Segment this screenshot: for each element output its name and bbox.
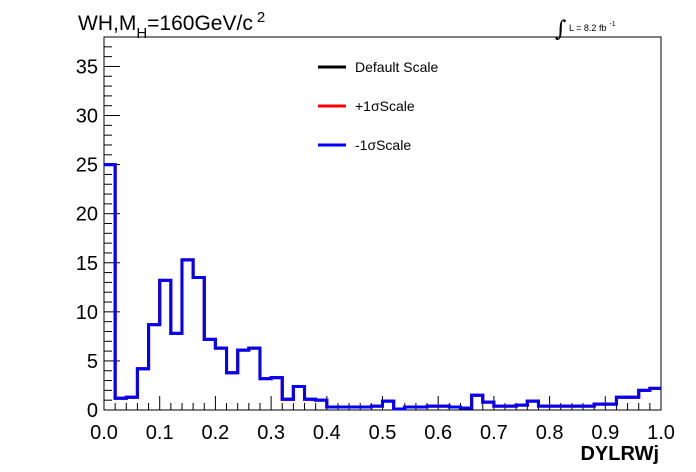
title-main: WH,M [78, 12, 136, 35]
y-tick-label: 30 [76, 106, 98, 128]
luminosity-integral-symbol: ∫ [555, 17, 567, 42]
x-tick-label: 0.7 [480, 422, 508, 444]
series-layer [104, 163, 661, 411]
legend-label-default-scale: Default Scale [355, 59, 438, 75]
series-line-1 [104, 163, 661, 411]
y-tick-label: 35 [76, 56, 98, 78]
x-tick-label: 0.8 [536, 422, 564, 444]
luminosity-label: L = 8.2 fb -1 [569, 21, 616, 33]
y-axis-ticks: 0 5 10 15 20 25 30 35 [76, 36, 120, 422]
luminosity-superscript: -1 [609, 21, 615, 28]
y-tick-label: 20 [76, 204, 98, 226]
series-line-0 [104, 163, 661, 411]
x-tick-label: 0.9 [591, 422, 619, 444]
series-line-2 [104, 163, 661, 411]
x-tick-label: 0.0 [90, 422, 118, 444]
luminosity-text: L = 8.2 fb [569, 23, 606, 33]
title-rest: =160GeV/c [147, 12, 253, 35]
x-tick-label: 0.2 [201, 422, 229, 444]
x-tick-label: 0.3 [257, 422, 285, 444]
y-tick-label: 10 [76, 302, 98, 324]
legend: Default Scale +1σScale -1σScale [318, 59, 438, 153]
legend-label-minus1sigma-scale: -1σScale [355, 137, 411, 153]
x-tick-label: 0.6 [424, 422, 452, 444]
title-subscript: H [136, 25, 147, 42]
y-tick-label: 25 [76, 155, 98, 177]
x-tick-label: 0.1 [146, 422, 174, 444]
plot-frame [103, 36, 662, 411]
x-axis-label: DYLRWj [580, 443, 659, 465]
y-tick-label: 5 [87, 351, 98, 373]
y-tick-label: 15 [76, 253, 98, 275]
x-tick-label: 0.4 [313, 422, 341, 444]
title-superscript: 2 [257, 9, 265, 26]
y-tick-label: 0 [87, 400, 98, 422]
x-tick-label: 1.0 [647, 422, 675, 444]
chart-title: WH,MH=160GeV/c 2 [78, 9, 265, 42]
x-tick-label: 0.5 [369, 422, 397, 444]
x-axis-ticks: 0.0 0.1 0.2 0.3 0.4 0.5 0.6 0.7 0.8 0.9 1.0 [90, 396, 675, 444]
legend-label-plus1sigma-scale: +1σScale [355, 98, 415, 114]
